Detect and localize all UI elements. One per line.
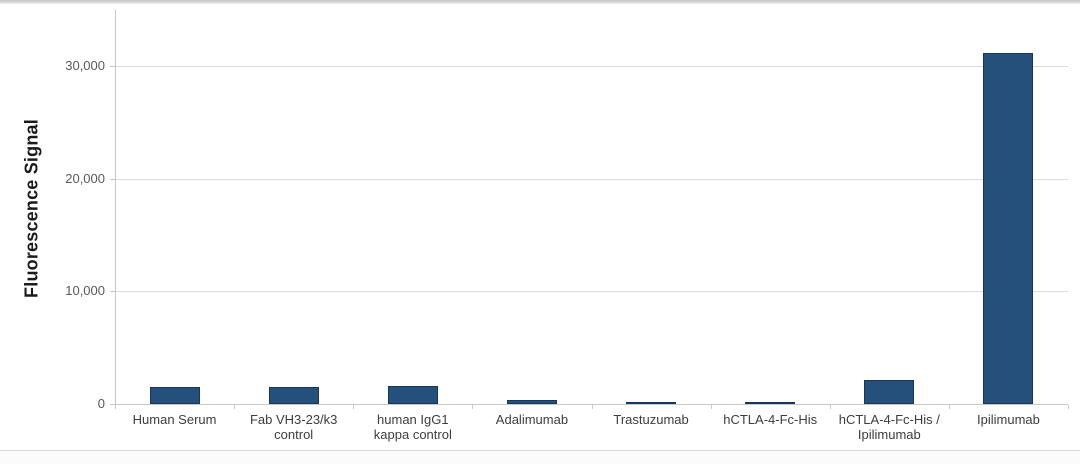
bar [268, 387, 319, 404]
bar [387, 385, 438, 404]
x-tick-label: hCTLA-4-Fc-His [723, 412, 818, 427]
bar [626, 402, 677, 404]
x-tick-label: Adalimumab [495, 412, 569, 427]
window-top-edge [0, 0, 1080, 4]
x-axis-tick [115, 405, 116, 409]
y-gridline [115, 66, 1068, 68]
y-axis-tick [110, 66, 115, 68]
y-tick-label: 30,000 [65, 58, 105, 74]
x-axis-line [115, 404, 1068, 405]
bar [506, 400, 557, 404]
x-tick-label: Ipilimumab [977, 412, 1040, 427]
x-tick-label: hCTLA-4-Fc-His / Ipilimumab [838, 412, 940, 442]
bar [149, 387, 200, 404]
x-tick-label: human IgG1 kappa control [373, 412, 452, 442]
y-gridline [115, 291, 1068, 293]
y-axis-line [115, 10, 116, 404]
window-bottom-edge [0, 450, 1080, 464]
x-tick-label: Fab VH3-23/k3 control [249, 412, 338, 442]
y-gridline [115, 178, 1068, 180]
y-axis-tick [110, 404, 115, 405]
bar [864, 380, 915, 404]
x-axis-tick [234, 405, 236, 409]
x-tick-label: Human Serum [132, 412, 217, 427]
x-axis-tick [710, 405, 712, 409]
x-axis-tick [829, 405, 831, 409]
y-axis-tick [110, 291, 115, 293]
x-axis-tick [948, 405, 950, 409]
x-axis-tick [353, 405, 355, 409]
x-axis-tick [591, 405, 593, 409]
y-tick-label: 10,000 [65, 283, 105, 299]
y-tick-label: 20,000 [65, 170, 105, 186]
y-axis-tick [110, 178, 115, 180]
bar [745, 401, 796, 404]
x-axis-tick [1068, 405, 1069, 409]
x-tick-label: Trastuzumab [613, 412, 689, 427]
y-tick-label: 0 [97, 396, 105, 411]
x-axis-tick [472, 405, 474, 409]
bar [983, 52, 1034, 404]
